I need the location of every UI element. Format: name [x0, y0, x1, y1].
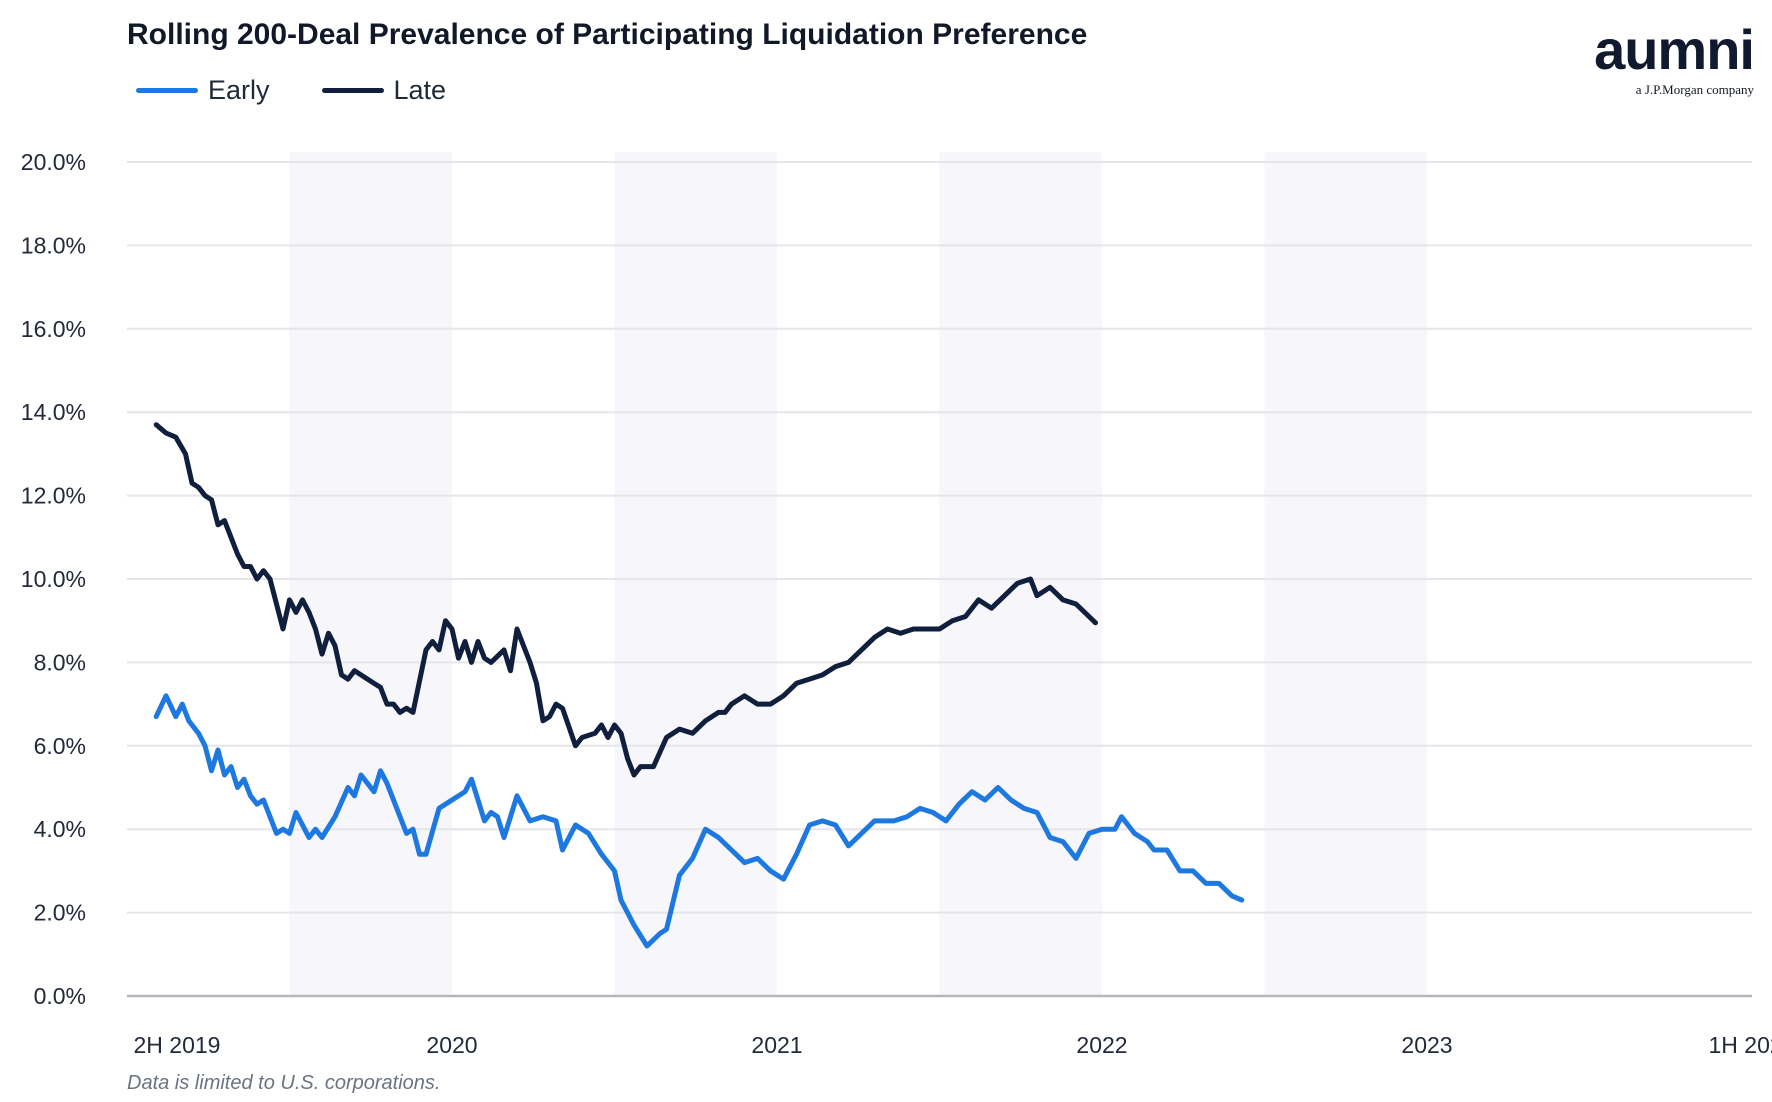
y-tick-label: 14.0% — [21, 399, 86, 425]
y-tick-label: 2.0% — [34, 900, 86, 926]
legend-label-late: Late — [393, 74, 447, 105]
y-tick-label: 8.0% — [34, 649, 86, 675]
y-tick-label: 16.0% — [21, 316, 86, 342]
x-tick-label: 2022 — [1076, 1032, 1127, 1058]
y-tick-label: 12.0% — [21, 483, 86, 509]
legend-swatch-late — [321, 87, 384, 93]
legend-swatch-early — [136, 87, 198, 93]
year-band-1 — [614, 152, 777, 996]
year-band-3 — [1264, 152, 1427, 996]
year-band-0 — [289, 152, 452, 996]
y-tick-label: 0.0% — [34, 983, 86, 1009]
chart-title: Rolling 200-Deal Prevalence of Participa… — [127, 18, 1088, 51]
series-line-early — [153, 693, 1245, 949]
x-tick-label: 2021 — [751, 1032, 802, 1058]
y-tick-label: 6.0% — [34, 733, 86, 759]
legend-item-early: Early — [136, 75, 270, 106]
x-tick-label: 2H 2019 — [134, 1032, 221, 1058]
y-tick-label: 20.0% — [21, 149, 86, 175]
x-tick-label: 1H 2024 — [1709, 1032, 1772, 1058]
aumni-logo: aumni a J.P.Morgan company — [1554, 18, 1755, 98]
year-band-2 — [939, 152, 1102, 996]
logo-wordmark: aumni — [1594, 18, 1755, 81]
footnote: Data is limited to U.S. corporations. — [127, 1072, 441, 1094]
y-tick-label: 18.0% — [21, 232, 86, 258]
series-line-late — [153, 422, 1098, 778]
legend-label-early: Early — [208, 74, 270, 105]
y-tick-label: 4.0% — [34, 816, 86, 842]
chart-legend: Early Late — [136, 72, 498, 108]
x-tick-label: 2020 — [426, 1032, 477, 1058]
logo-subtitle: a J.P.Morgan company — [1635, 82, 1754, 97]
legend-item-late: Late — [321, 74, 447, 106]
y-tick-label: 10.0% — [21, 566, 86, 592]
x-tick-label: 2023 — [1401, 1032, 1452, 1058]
